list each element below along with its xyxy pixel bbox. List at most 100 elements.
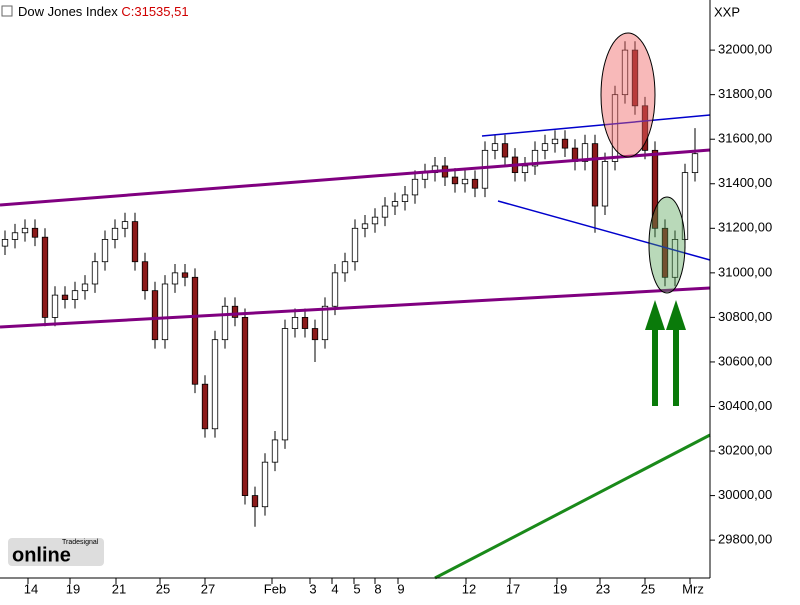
candle-body [281,328,289,441]
candle-body [481,149,489,189]
candle-body [31,227,39,238]
candle-body [91,261,99,285]
x-tick-label: 19 [66,581,80,596]
candle-body [371,216,379,225]
trend-line [0,286,711,329]
candle-body [291,316,299,329]
candle-body [261,461,269,508]
logo-box [8,538,104,566]
title: Dow Jones Index C:31535,51 [18,4,189,19]
candle-body [521,165,529,174]
candle-body [161,283,169,341]
y-tick-label: 30200,00 [718,442,772,457]
candle-body [611,94,619,162]
candle-body [561,138,569,149]
x-tick-label: 25 [641,581,655,596]
logo-brand: Tradesignal [62,539,99,546]
x-tick-label: 12 [462,581,476,596]
y-tick-label: 29800,00 [718,532,772,547]
trend-line [497,200,711,261]
y-tick-label: 30000,00 [718,487,772,502]
candle-body [341,261,349,274]
highlight-ellipse [648,196,686,294]
candle-body [361,223,369,229]
candle-body [621,49,629,96]
candle-body [21,227,29,234]
candle-body [171,272,179,285]
x-tick-label: 21 [112,581,126,596]
axis-label: XXP [714,4,740,19]
title-text: Dow Jones Index [18,4,118,19]
candle-body [491,143,499,151]
candle-body [401,194,409,202]
candle-body [71,290,79,300]
logo: Tradesignal online [8,538,104,566]
x-tick-label: Feb [264,581,286,596]
annotations [0,32,711,580]
logo-name: online [12,544,71,566]
x-tick-label: 14 [24,581,38,596]
candle-body [151,290,159,341]
candle-body [391,201,399,207]
candle-body [131,221,139,263]
candle-body [121,221,129,229]
candle-body [601,161,609,207]
y-tick-label: 30600,00 [718,353,772,368]
candle-body [331,272,339,307]
candle-body [381,205,389,218]
candle-body [551,138,559,145]
x-tick-label: 8 [374,581,381,596]
trend-line [434,433,711,580]
candle-body [631,49,639,107]
candle-body [671,239,679,278]
x-tick-label: 9 [397,581,404,596]
candle-body [41,236,49,318]
candle-body [81,283,89,292]
candle-body [1,239,9,247]
y-tick-label: 32000,00 [718,42,772,57]
candle-body [221,305,229,341]
candle-body [241,316,249,496]
arrow [645,300,686,406]
y-tick-label: 31600,00 [718,131,772,146]
candle-body [501,143,509,158]
candle-body [251,495,259,508]
candle-body [111,227,119,240]
x-tick-label: 19 [553,581,567,596]
candle-body [301,316,309,329]
candle-body [531,149,539,167]
candle-body [11,232,19,240]
x-tick-label: 4 [331,581,338,596]
x-tick-label: 25 [156,581,170,596]
candle-body [181,272,189,278]
checkbox[interactable] [1,5,13,17]
candle-body [641,105,649,151]
candle-body [541,143,549,151]
candle-body [451,176,459,185]
candle-body [471,178,479,189]
y-tick-label: 30800,00 [718,309,772,324]
candle-body [61,294,69,300]
y-tick-label: 31000,00 [718,264,772,279]
x-tick-label: 17 [506,581,520,596]
close-label: C:31535,51 [121,4,188,19]
trend-line [0,148,711,207]
candle-body [411,178,419,196]
x-tick-label: 5 [353,581,360,596]
candle-body [201,383,209,430]
candle-body [191,276,199,385]
y-tick-label: 31800,00 [718,86,772,101]
x-tick-label: 23 [596,581,610,596]
candle-body [691,153,699,174]
y-tick-label: 31200,00 [718,220,772,235]
candle-body [311,328,319,341]
title-box [0,0,232,26]
candle-body [581,143,589,162]
y-tick-label: 31400,00 [718,175,772,190]
candle-body [271,439,279,463]
candle-body [591,143,599,207]
candle-body [461,178,469,185]
trend-line [481,114,711,137]
